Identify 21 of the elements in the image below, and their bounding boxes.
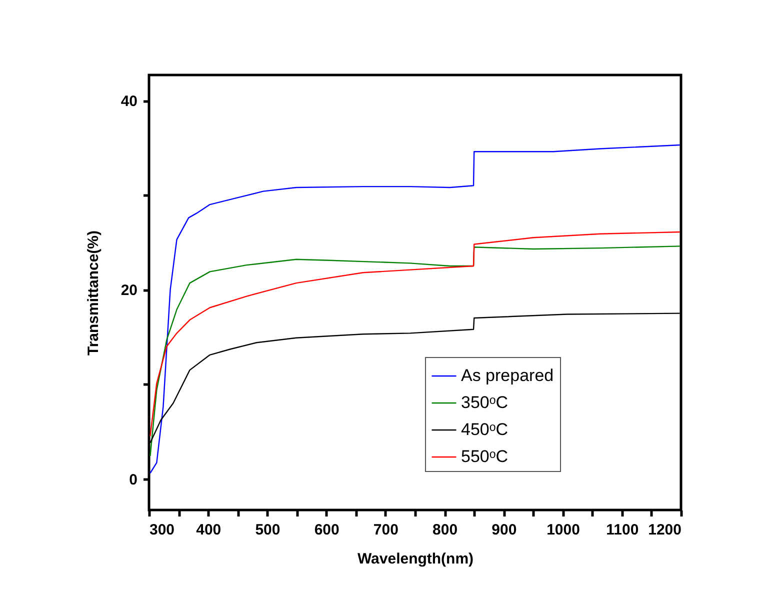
line-series — [150, 231, 680, 437]
y-tick-label: 40 — [120, 93, 138, 110]
line-series — [150, 144, 680, 474]
x-tick-label: 800 — [432, 522, 458, 538]
x-tick-label: 1200 — [648, 522, 682, 538]
y-tick-label: 20 — [120, 282, 138, 300]
y-axis-title: Transmittance(%) — [84, 230, 102, 356]
x-tick-label: 300 — [150, 522, 175, 538]
legend-label: 450ᵒC — [461, 420, 508, 439]
x-tick-label: 500 — [255, 522, 280, 538]
x-tick-label: 700 — [373, 522, 398, 538]
legend-label: 350ᵒC — [461, 393, 508, 412]
x-tick-label: 900 — [492, 522, 517, 538]
legend-label: As prepared — [461, 366, 554, 385]
x-tick-label: 1100 — [606, 522, 639, 538]
x-tick-label: 400 — [196, 522, 222, 538]
x-tick-label: 600 — [314, 522, 340, 538]
legend-label: 550ᵒC — [461, 447, 508, 466]
x-axis-title: Wavelength(nm) — [357, 550, 474, 568]
x-tick-label: 1000 — [546, 522, 580, 538]
y-tick-label: 0 — [129, 471, 138, 488]
